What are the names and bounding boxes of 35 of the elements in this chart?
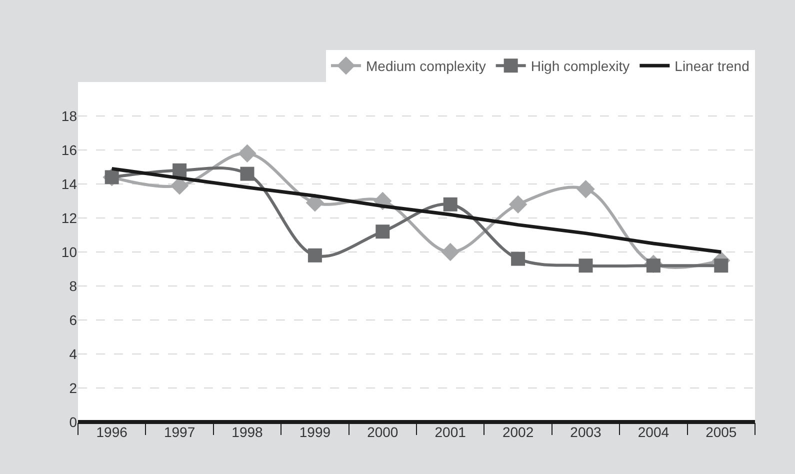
y-tick-label: 16 <box>61 142 78 158</box>
x-tick-label: 1997 <box>164 424 196 440</box>
x-tick-label: 2004 <box>638 424 670 440</box>
y-tick-label: 4 <box>69 346 78 362</box>
point <box>441 242 460 262</box>
x-tick-label: 2003 <box>570 424 602 440</box>
point <box>576 180 595 198</box>
x-tick-label: 2000 <box>367 424 398 440</box>
point <box>443 197 458 212</box>
y-tick-label: 10 <box>61 244 78 260</box>
point <box>508 195 528 214</box>
y-tick-label: 2 <box>69 380 78 396</box>
x-tick-label: 2002 <box>502 424 534 440</box>
x-tick-label: 1996 <box>96 424 128 440</box>
x-tick-label: 1999 <box>299 424 331 440</box>
legend-label: Linear trend <box>674 58 750 74</box>
x-tick-label: 1998 <box>232 424 264 440</box>
point <box>511 252 526 266</box>
point <box>172 163 187 178</box>
y-tick-label: 6 <box>69 312 78 328</box>
point <box>240 166 254 181</box>
x-tick-label: 2005 <box>706 424 737 440</box>
legend-label: Medium complexity <box>366 58 486 74</box>
y-tick-label: 14 <box>61 176 78 192</box>
x-tick-label: 2001 <box>434 424 466 440</box>
y-tick-label: 12 <box>61 210 78 226</box>
legend-label: High complexity <box>530 58 630 74</box>
y-tick-label: 8 <box>69 278 78 294</box>
point <box>578 258 593 273</box>
point <box>714 258 728 273</box>
y-tick-label: 18 <box>61 108 78 124</box>
y-tick-label: 0 <box>69 414 78 430</box>
point <box>238 144 256 162</box>
point <box>376 224 390 239</box>
point <box>308 248 322 262</box>
